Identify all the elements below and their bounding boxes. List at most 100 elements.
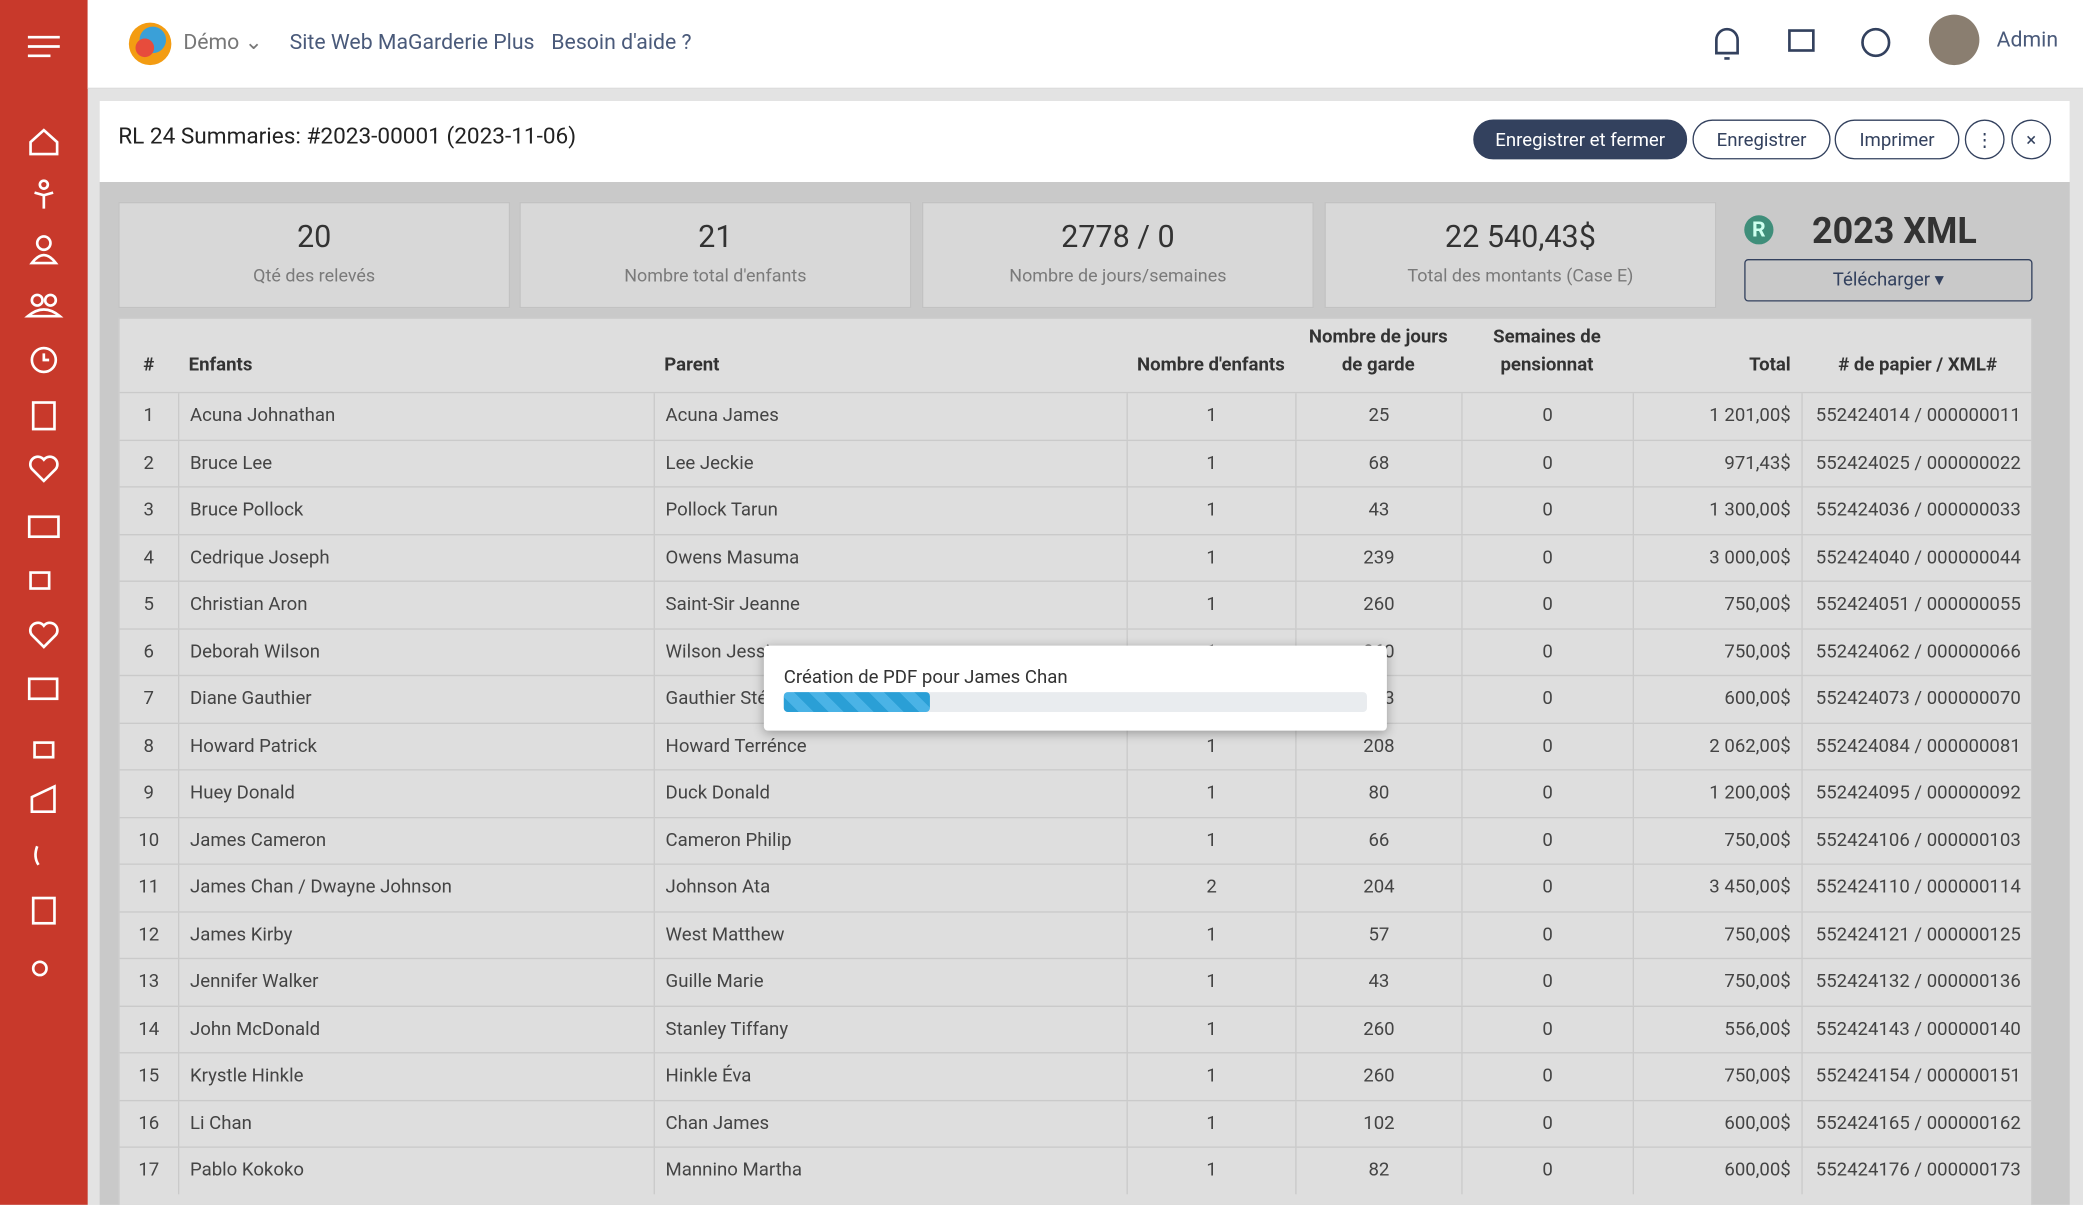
home-icon[interactable] bbox=[29, 128, 59, 156]
save-close-button[interactable]: Enregistrer et fermer bbox=[1473, 119, 1688, 160]
stat-box: 22 540,43$ Total des montants (Case E) bbox=[1324, 201, 1717, 309]
menu-icon[interactable] bbox=[27, 35, 60, 58]
nav-link[interactable]: Site Web MaGarderie Plus bbox=[289, 29, 535, 55]
table-row[interactable]: 11 James Chan / Dwayne Johnson Johnson Ata… bbox=[119, 863, 2032, 912]
table-cell: Deborah Wilson bbox=[178, 629, 654, 676]
message-icon[interactable] bbox=[27, 677, 59, 701]
heart-icon-2[interactable] bbox=[28, 621, 59, 649]
chat-icon[interactable] bbox=[1788, 29, 1815, 52]
table-cell: Huey Donald bbox=[178, 770, 654, 817]
table-cell: Hinkle Éva bbox=[653, 1053, 1127, 1100]
table-cell: Chan James bbox=[653, 1100, 1127, 1148]
analysis-icon[interactable] bbox=[31, 896, 56, 925]
avatar[interactable] bbox=[1928, 14, 1980, 66]
table-cell: 204 bbox=[1295, 864, 1461, 912]
table-cell: 552424121 / 000000125 bbox=[1801, 911, 2031, 959]
table-cell: 552424176 / 000000173 bbox=[1801, 1147, 2031, 1195]
table-row[interactable]: 5 Christian Aron Saint-Sir Jeanne 1 260 0 750,… bbox=[119, 580, 2032, 629]
brand-menu[interactable]: Démo ⌄ bbox=[183, 29, 263, 55]
table-cell: 25 bbox=[1295, 393, 1461, 440]
sidebar bbox=[0, 0, 88, 1205]
table-row[interactable]: 9 Huey Donald Duck Donald 1 80 0 1 200,00$ 5524… bbox=[119, 769, 2032, 817]
table-row[interactable]: 10 James Cameron Cameron Philip 1 66 0 750,00$… bbox=[119, 816, 2032, 865]
title-bar: RL 24 Summaries: #2023-00001 (2023-11-06… bbox=[99, 100, 2070, 182]
table-row[interactable]: 3 Bruce Pollock Pollock Tarun 1 43 0 1 300,00$… bbox=[119, 486, 2032, 535]
card-icon[interactable] bbox=[27, 515, 60, 539]
heart-icon[interactable] bbox=[28, 455, 59, 483]
table-cell: 1 bbox=[1126, 581, 1296, 629]
table-cell: 43 bbox=[1295, 959, 1461, 1006]
report-icon[interactable] bbox=[31, 401, 56, 431]
table-cell: 0 bbox=[1461, 723, 1632, 770]
save-button[interactable]: Enregistrer bbox=[1692, 119, 1831, 160]
table-header: Total bbox=[1749, 354, 1791, 376]
close-button[interactable]: × bbox=[2011, 119, 2052, 160]
bell-icon[interactable] bbox=[1715, 27, 1739, 60]
settings-icon[interactable] bbox=[31, 960, 48, 977]
table-row[interactable]: 1 Acuna Johnathan Acuna James 1 25 0 1 201,00$… bbox=[119, 391, 2032, 440]
table-cell: 14 bbox=[138, 1018, 160, 1040]
more-button[interactable]: ⋮ bbox=[1964, 119, 2005, 160]
table-cell: Jennifer Walker bbox=[178, 959, 654, 1006]
table-cell: 552424132 / 000000136 bbox=[1801, 959, 2031, 1006]
table-cell: 260 bbox=[1295, 1006, 1461, 1053]
table-header: # bbox=[143, 354, 155, 376]
table-cell: 0 bbox=[1461, 676, 1632, 723]
table-cell: 552424084 / 000000081 bbox=[1801, 723, 2031, 770]
badge: R bbox=[1744, 215, 1774, 245]
table-cell: 552424073 / 000000070 bbox=[1801, 676, 2031, 723]
table-cell: 0 bbox=[1461, 959, 1632, 1006]
table-cell: 1 bbox=[1126, 440, 1296, 487]
table-cell: Saint-Sir Jeanne bbox=[653, 581, 1127, 629]
table-cell: 1 bbox=[1126, 959, 1296, 1006]
logo[interactable] bbox=[124, 17, 177, 70]
video-icon[interactable] bbox=[29, 571, 51, 590]
table-cell: 0 bbox=[1461, 534, 1632, 582]
stat-value: 21 bbox=[698, 219, 733, 256]
progress-text: Création de PDF pour James Chan bbox=[783, 666, 1068, 689]
table-cell: 82 bbox=[1295, 1147, 1461, 1195]
table-row[interactable]: 12 James Kirby West Matthew 1 57 0 750,00$ 5524… bbox=[119, 910, 2032, 959]
table-cell: 552424106 / 000000103 bbox=[1801, 817, 2031, 865]
print-button[interactable]: Imprimer bbox=[1834, 119, 1960, 160]
table-row[interactable]: 14 John McDonald Stanley Tiffany 1 260 0 556,0… bbox=[119, 1004, 2032, 1053]
nav-link[interactable]: Besoin d'aide ? bbox=[551, 29, 692, 55]
table-cell: 971,43$ bbox=[1632, 440, 1802, 487]
clock-icon[interactable] bbox=[30, 346, 58, 374]
download-button[interactable]: Télécharger ▾ bbox=[1744, 259, 2033, 302]
table-cell: 9 bbox=[143, 782, 155, 804]
table-row[interactable]: 16 Li Chan Chan James 1 102 0 600,00$ 552424165… bbox=[119, 1099, 2032, 1148]
table-cell: 750,00$ bbox=[1632, 911, 1802, 959]
table-row[interactable]: 2 Bruce Lee Lee Jeckie 1 68 0 971,43$ 552424025… bbox=[119, 439, 2032, 487]
table-cell: 552424062 / 000000066 bbox=[1801, 629, 2031, 676]
building-icon[interactable] bbox=[30, 784, 56, 814]
table-cell: 556,00$ bbox=[1632, 1006, 1802, 1053]
table-cell: 1 bbox=[1126, 534, 1296, 582]
table-cell: West Matthew bbox=[653, 911, 1127, 959]
group-icon[interactable] bbox=[24, 293, 64, 318]
table-cell: 0 bbox=[1461, 1147, 1632, 1195]
table-row[interactable]: 13 Jennifer Walker Guille Marie 1 43 0 750,00$… bbox=[119, 957, 2032, 1006]
table-cell: 16 bbox=[138, 1112, 160, 1134]
table-cell: Guille Marie bbox=[653, 959, 1127, 1006]
lock-icon[interactable] bbox=[33, 741, 55, 759]
table-cell: 1 bbox=[1126, 770, 1296, 817]
stat-box: 2778 / 0 Nombre de jours/semaines bbox=[921, 201, 1314, 309]
help-icon[interactable] bbox=[1861, 27, 1891, 58]
xml-title: 2023 XML bbox=[1812, 209, 1977, 253]
table-row[interactable]: 15 Krystle Hinkle Hinkle Éva 1 260 0 750,00$ 55… bbox=[119, 1052, 2032, 1100]
table-cell: 57 bbox=[1295, 911, 1461, 959]
table-cell: 0 bbox=[1461, 393, 1632, 440]
user-name[interactable]: Admin bbox=[1996, 26, 2059, 52]
progress-modal: Création de PDF pour James Chan bbox=[763, 645, 1387, 731]
table-row[interactable]: 17 Pablo Kokoko Mannino Martha 1 82 0 600,00$ 5… bbox=[119, 1146, 2032, 1195]
table-row[interactable]: 4 Cedrique Joseph Owens Masuma 1 239 0 3 000,0… bbox=[119, 533, 2032, 582]
phone-icon[interactable] bbox=[34, 845, 40, 866]
table-cell: Johnson Ata bbox=[653, 864, 1127, 912]
header-icons bbox=[1715, 27, 1891, 60]
staff-icon[interactable] bbox=[29, 235, 59, 265]
table-header: Enfants bbox=[188, 354, 253, 376]
table-cell: Howard Terrénce bbox=[653, 723, 1127, 770]
table-cell: 0 bbox=[1461, 440, 1632, 487]
child-icon[interactable] bbox=[34, 179, 54, 209]
